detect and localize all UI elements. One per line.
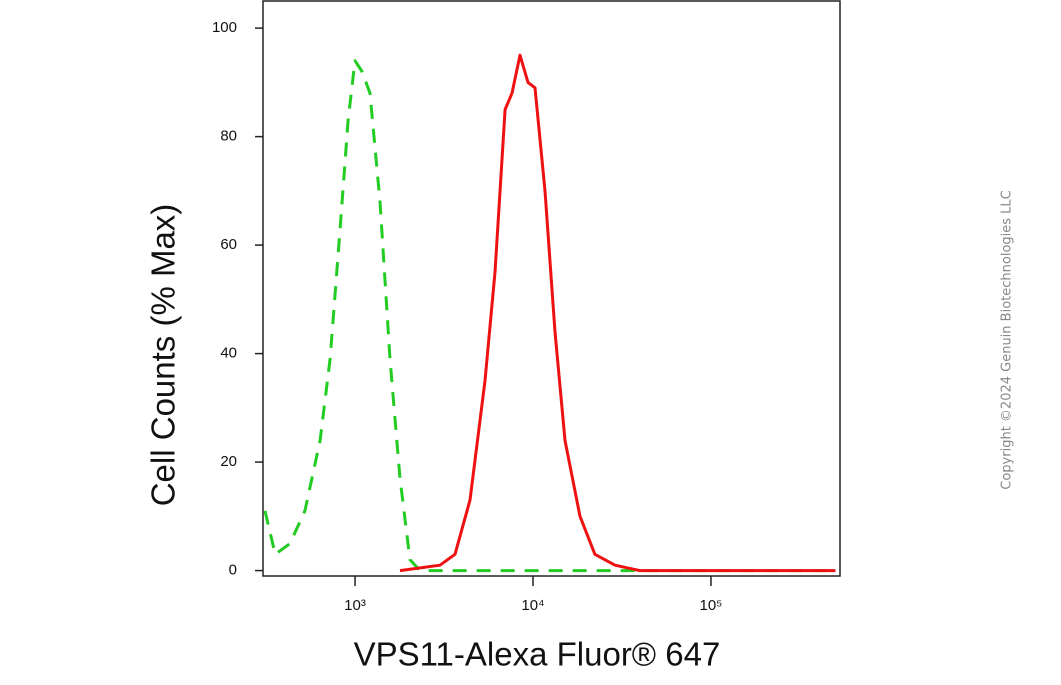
plot-frame xyxy=(262,0,841,577)
y-tick-label: 60 xyxy=(220,236,237,253)
series-line xyxy=(399,53,836,573)
watermark: Copyright ©2024 Genuin Biotechnologies L… xyxy=(1000,190,1015,489)
y-tick-label: 20 xyxy=(220,453,237,470)
x-tick-label: 10⁵ xyxy=(700,597,723,614)
y-tick-label: 0 xyxy=(229,562,237,579)
x-tick-label: 10⁴ xyxy=(521,597,544,614)
y-axis-title: Cell Counts (% Max) xyxy=(145,204,182,507)
series-line xyxy=(263,59,836,573)
x-axis-title: VPS11-Alexa Fluor® 647 xyxy=(354,636,721,673)
y-tick-label: 40 xyxy=(220,345,237,362)
y-tick-label: 100 xyxy=(212,19,237,36)
y-tick-label: 80 xyxy=(220,128,237,145)
x-tick-label: 10³ xyxy=(344,597,366,614)
